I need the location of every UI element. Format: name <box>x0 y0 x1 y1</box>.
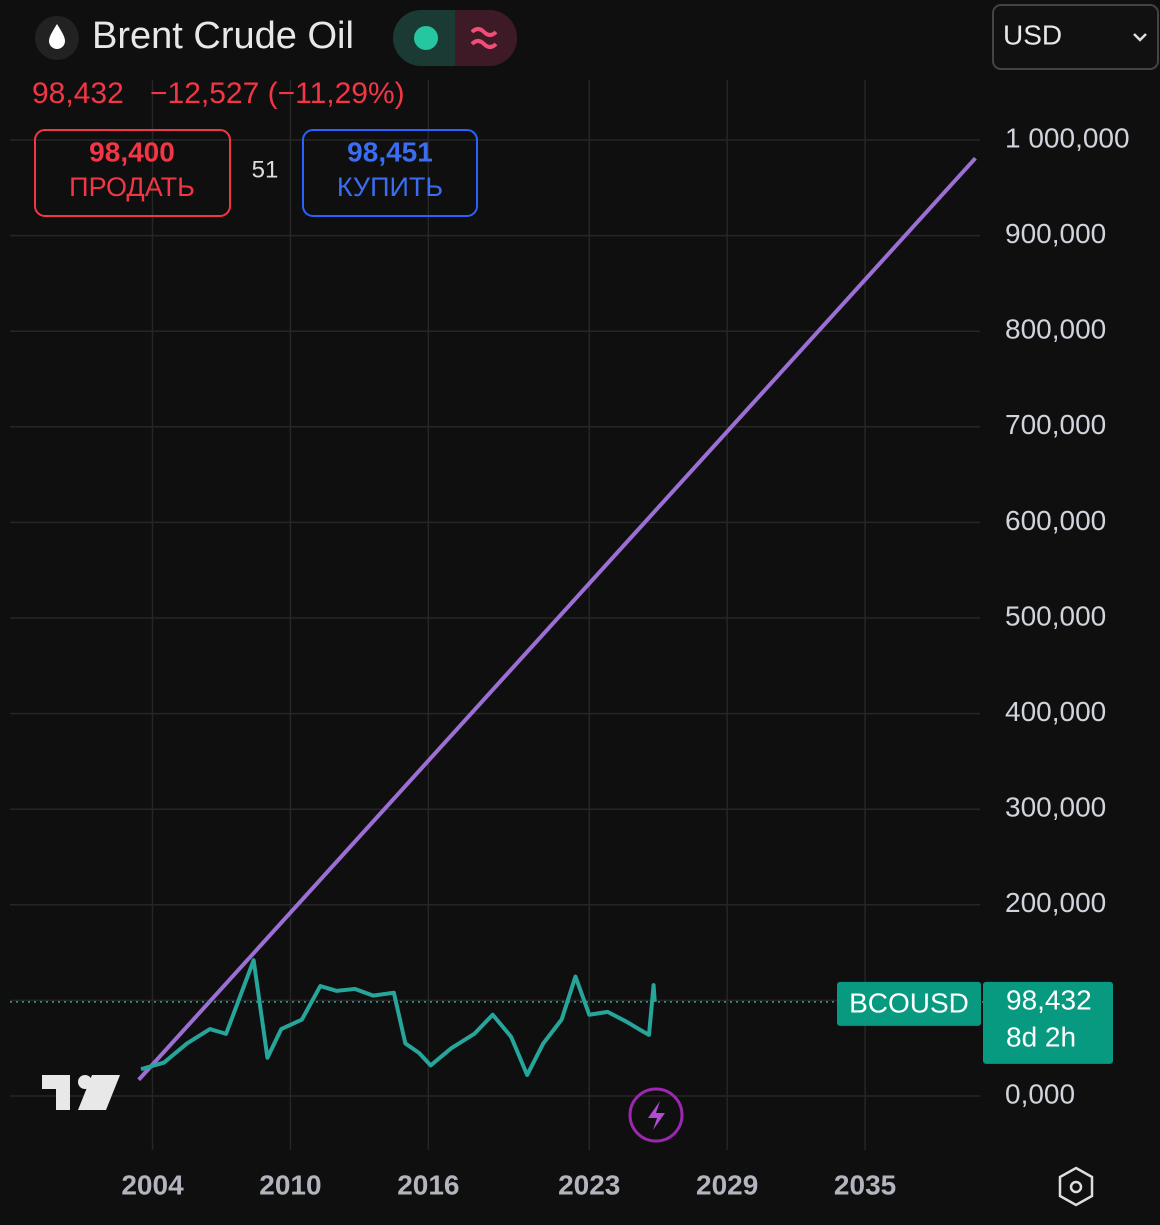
x-tick-label: 2016 <box>397 1169 459 1200</box>
sell-price: 98,400 <box>89 136 175 167</box>
y-tick-label: 0,000 <box>1005 1078 1075 1109</box>
grid <box>10 80 980 1150</box>
status-pill-right <box>455 10 517 66</box>
y-tick-label: 1 000,000 <box>1005 122 1130 153</box>
series-line <box>140 958 657 1077</box>
change: −12,527 (−11,29%) <box>150 77 405 110</box>
y-tick-label: 800,000 <box>1005 314 1106 345</box>
drop-shape <box>49 24 65 49</box>
lightning-button[interactable] <box>628 1087 684 1143</box>
y-tick-label: 900,000 <box>1005 218 1106 249</box>
y-tick-label: 500,000 <box>1005 600 1106 631</box>
chevron <box>1133 33 1147 42</box>
settings-center <box>1069 1180 1083 1194</box>
sell-button[interactable] <box>34 129 231 217</box>
logo-dot <box>78 1075 92 1089</box>
x-tick-label: 2010 <box>259 1169 321 1200</box>
buy-button[interactable] <box>302 129 478 217</box>
price-tag-value: 98,432 <box>1006 984 1092 1015</box>
sell-label: ПРОДАТЬ <box>69 172 195 202</box>
buy-label: КУПИТЬ <box>337 172 443 202</box>
market-open-dot <box>414 26 438 50</box>
spread: 51 <box>252 156 279 183</box>
logo <box>42 1075 120 1110</box>
x-tick-label: 2035 <box>834 1169 896 1200</box>
symbol-tag <box>837 981 981 1026</box>
y-tick-label: 300,000 <box>1005 792 1106 823</box>
currency-select[interactable] <box>992 4 1159 70</box>
y-tick-label: 200,000 <box>1005 887 1106 918</box>
symbol: BCOUSD <box>849 987 969 1018</box>
buy-price: 98,451 <box>347 136 433 167</box>
plot <box>10 156 983 1082</box>
x-tick-label: 2029 <box>696 1169 758 1200</box>
y-tick-label: 700,000 <box>1005 409 1106 440</box>
series-line <box>137 156 977 1082</box>
price-tag <box>983 981 1113 1064</box>
lightning-icon <box>648 1101 665 1130</box>
settings-button[interactable] <box>1058 1166 1094 1207</box>
wave-icon <box>470 27 498 49</box>
x-tick-label: 2023 <box>558 1169 620 1200</box>
countdown: 8d 2h <box>1006 1021 1076 1052</box>
currency: USD <box>1003 19 1062 50</box>
x-tick-label: 2004 <box>121 1169 184 1200</box>
price: 98,432 <box>32 77 124 110</box>
y-tick-label: 400,000 <box>1005 696 1106 727</box>
y-tick-label: 600,000 <box>1005 505 1106 536</box>
title: Brent Crude Oil <box>92 15 354 57</box>
